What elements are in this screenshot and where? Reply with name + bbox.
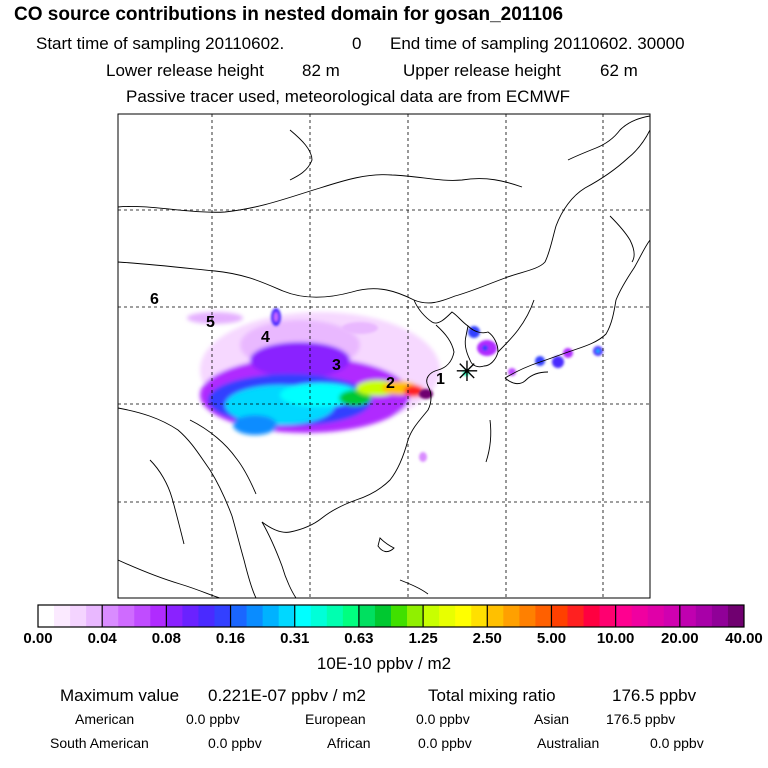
map-frame (117, 113, 651, 599)
colorbar-cell (455, 605, 472, 627)
grid-lines (118, 114, 650, 598)
colorbar-cell (423, 605, 440, 627)
colorbar-cell (583, 605, 600, 627)
colorbar-cell (503, 605, 520, 627)
colorbar-tick-label: 40.00 (725, 630, 763, 647)
colorbar-tick-label: 10.00 (596, 630, 635, 647)
asian-label: Asian (534, 711, 570, 727)
south-american-label: South American (50, 735, 149, 751)
colorbar-cell (86, 605, 103, 627)
colorbar-cell (471, 605, 488, 627)
american-label: American (75, 711, 135, 727)
colorbar-cell (358, 605, 376, 627)
colorbar-cell (182, 605, 199, 627)
colorbar-unit: 10E-10 ppbv / m2 (316, 654, 452, 673)
colorbar-cell (294, 605, 312, 627)
tracer-note: Passive tracer used, meteorological data… (126, 87, 571, 106)
marker-3: 3 (332, 357, 341, 374)
colorbar-cell (615, 605, 633, 627)
colorbar-tick-label: 2.50 (472, 630, 502, 647)
marker-6: 6 (150, 291, 159, 308)
start-time-value: 0 (352, 34, 362, 53)
marker-5: 5 (206, 314, 215, 331)
colorbar-cell (102, 605, 119, 627)
colorbar-tick-label: 0.63 (344, 630, 374, 647)
colorbar-cell (663, 605, 681, 627)
colorbar-cell (70, 605, 87, 627)
end-time-label: End time of sampling 20110602. 30000 (390, 34, 685, 53)
european-value: 0.0 ppbv (416, 711, 470, 727)
colorbar-cell (519, 605, 536, 627)
colorbar-cell (54, 605, 71, 627)
colorbar-cell (134, 605, 151, 627)
colorbar-cell (727, 605, 745, 627)
colorbar-cell (150, 605, 167, 627)
max-value: 0.221E-07 ppbv / m2 (208, 686, 366, 705)
colorbar-tick-label: 0.08 (151, 630, 181, 647)
colorbar-cell (391, 605, 408, 627)
colorbar-cell (342, 605, 360, 627)
plume-field (187, 308, 603, 462)
american-value: 0.0 ppbv (186, 711, 240, 727)
colorbar-cell (439, 605, 456, 627)
total-mixing-value: 176.5 ppbv (612, 686, 697, 705)
colorbar-cell (487, 605, 504, 627)
colorbar-cell (599, 605, 617, 627)
start-time-label: Start time of sampling 20110602. (36, 34, 285, 53)
colorbar-cell (695, 605, 713, 627)
marker-1: 1 (436, 371, 445, 388)
colorbar-tick-label: 0.16 (215, 630, 246, 647)
colorbar-cell (326, 605, 344, 627)
colorbar-tick-label: 0.04 (87, 630, 117, 647)
colorbar-cell (374, 605, 392, 627)
african-label: African (327, 735, 371, 751)
upper-release-value: 62 m (600, 61, 638, 80)
colorbar-tick-label: 20.00 (661, 630, 699, 647)
colorbar-cell (230, 605, 247, 627)
australian-value: 0.0 ppbv (650, 735, 704, 751)
max-value-label: Maximum value (60, 686, 180, 705)
australian-label: Australian (537, 735, 600, 751)
african-value: 0.0 ppbv (418, 735, 472, 751)
colorbar-cell (38, 605, 55, 627)
colorbar-tick-label: 0.00 (23, 630, 53, 647)
lower-release-value: 82 m (302, 61, 340, 80)
colorbar-cell (647, 605, 665, 627)
colorbar-tick-label: 5.00 (536, 630, 567, 647)
colorbar-cell (278, 605, 296, 627)
colorbar-cell (246, 605, 264, 627)
asian-value: 176.5 ppbv (606, 711, 676, 727)
colorbar-tick-label: 0.31 (280, 630, 310, 647)
colorbar-cell (310, 605, 328, 627)
colorbar-cell (567, 605, 584, 627)
colorbar-cell (551, 605, 568, 627)
colorbar-cell (631, 605, 649, 627)
colorbar-tick-label: 1.25 (408, 630, 438, 647)
colorbar-cell (262, 605, 280, 627)
colorbar-frame (37, 604, 745, 628)
colorbar-cell (198, 605, 215, 627)
receptor-star-icon: ✳ (455, 355, 478, 388)
total-mixing-label: Total mixing ratio (428, 686, 556, 705)
lower-release-label: Lower release height (106, 61, 264, 80)
south-american-value: 0.0 ppbv (208, 735, 262, 751)
colorbar-cell (711, 605, 729, 627)
colorbar-cell (407, 605, 424, 627)
page-title: CO source contributions in nested domain… (14, 4, 564, 25)
colorbar-cell (679, 605, 697, 627)
upper-release-label: Upper release height (403, 61, 561, 80)
marker-2: 2 (386, 375, 395, 392)
european-label: European (305, 711, 366, 727)
marker-4: 4 (261, 329, 270, 346)
colorbar-cell (214, 605, 231, 627)
colorbar-cell (535, 605, 552, 627)
colorbar-cell (118, 605, 135, 627)
colorbar-cell (166, 605, 183, 627)
